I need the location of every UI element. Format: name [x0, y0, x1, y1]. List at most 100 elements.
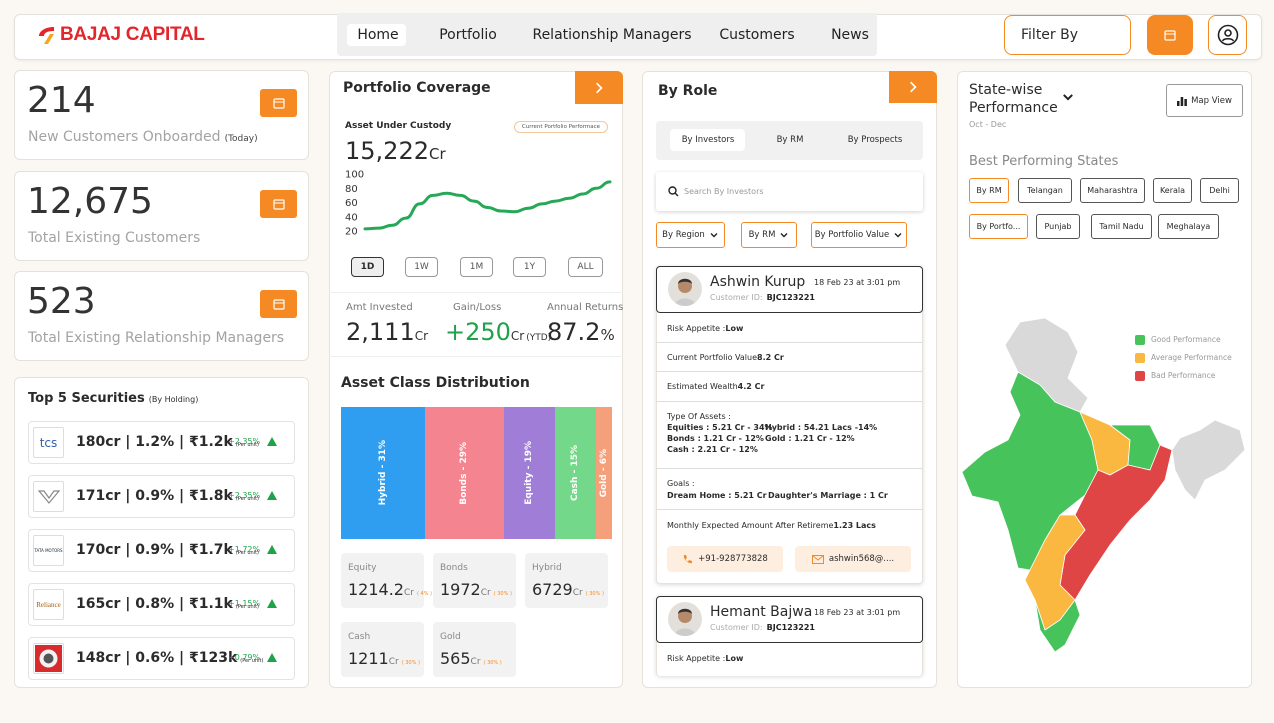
legend-label: Bad Performance — [1151, 371, 1216, 380]
icon-shape — [678, 609, 692, 623]
customer-detail-row — [656, 402, 923, 469]
nav-item[interactable]: Relationship Managers — [532, 27, 692, 43]
calendar-button[interactable] — [260, 190, 297, 218]
nav-item[interactable]: Customers — [719, 27, 795, 43]
customer-id: BJC123221 — [766, 293, 815, 302]
security-change: +2.35% — [228, 491, 261, 500]
asset-tile-unit: Cr — [572, 588, 583, 598]
icon-shape — [267, 652, 277, 662]
triangle — [267, 652, 277, 662]
nav-item[interactable]: News — [831, 27, 869, 43]
asset-tile-share: ( 30% ) — [493, 591, 512, 597]
stat-note: (Today) — [224, 134, 258, 144]
state-chip[interactable]: By Portfo... — [969, 214, 1028, 239]
avatar — [668, 272, 702, 306]
range-button[interactable]: 1W — [405, 257, 438, 277]
icon-shape — [272, 98, 285, 109]
legend-label: Good Performance — [1151, 335, 1221, 344]
state-chip[interactable]: Kerala — [1153, 178, 1192, 203]
chevron-down-icon — [710, 233, 718, 238]
filter-dropdown[interactable]: By Portfolio Value — [811, 222, 907, 248]
filter-dropdown[interactable]: By Region — [656, 222, 725, 248]
filter-dropdown[interactable]: By RM — [741, 222, 797, 248]
tab[interactable]: By Prospects — [847, 135, 903, 145]
tab[interactable]: By Investors — [681, 135, 735, 145]
state-chip[interactable]: Punjab — [1036, 214, 1080, 239]
asset-item: Cash : 2.21 Cr - 12% — [667, 445, 758, 454]
asset-tile-unit: Cr — [403, 588, 414, 598]
state-chip[interactable]: Delhi — [1200, 178, 1239, 203]
asset-item: Bonds : 1.21 Cr - 12% — [667, 434, 764, 443]
icon-shape — [1221, 37, 1234, 42]
icon-shape — [272, 299, 285, 310]
customer-detail-row — [656, 343, 923, 372]
asset-tile-unit: Cr — [470, 657, 481, 667]
asset-tile-unit: Cr — [480, 588, 491, 598]
tab[interactable]: By RM — [776, 135, 804, 145]
metric-unit: Cr — [510, 329, 525, 343]
arrow-button[interactable] — [575, 71, 623, 104]
state-chip[interactable]: Maharashtra — [1080, 178, 1145, 203]
nav-item[interactable]: Portfolio — [439, 27, 497, 43]
search-placeholder: Search By Investors — [684, 187, 764, 196]
logo-mark — [39, 27, 54, 44]
arrow-button[interactable] — [889, 71, 937, 103]
card — [656, 266, 923, 584]
range-button[interactable]: ALL — [568, 257, 603, 277]
calendar-button[interactable] — [260, 89, 297, 117]
map-view-button[interactable]: Map View — [1166, 84, 1243, 117]
calendar-button[interactable] — [1147, 15, 1193, 55]
icon-shape — [811, 554, 824, 564]
metric-value: +250Cr (YTD) — [445, 318, 552, 346]
icon-shape — [44, 34, 54, 44]
filter-button[interactable]: Filter By — [1004, 15, 1131, 55]
up-arrow — [266, 598, 278, 608]
goals-label: Goals : — [667, 479, 695, 488]
customer-id-label: Customer ID: BJC123221 — [710, 623, 815, 632]
range-button[interactable]: 1M — [460, 257, 493, 277]
state-chip[interactable]: Tamil Nadu — [1091, 214, 1152, 239]
contact-text: ashwin568@.... — [828, 554, 895, 564]
security-logo: Reliance — [33, 589, 64, 620]
stat-value: 12,675 — [27, 181, 153, 222]
customer-detail-row — [656, 314, 923, 343]
asset-segment: Gold - 6% — [595, 407, 612, 539]
phone-icon — [684, 554, 693, 563]
security-unit: (Per unit) — [235, 496, 259, 502]
portfolio-value-value: 8.2 Cr — [757, 353, 784, 362]
icon-shape — [267, 598, 277, 608]
asset-segment: Bonds - 29% — [425, 407, 504, 539]
state-chip[interactable]: Meghalaya — [1158, 214, 1219, 239]
security-logo-mark — [35, 645, 62, 672]
state-chip[interactable]: Telangan — [1018, 178, 1072, 203]
security-change: +1.15% — [228, 599, 261, 608]
triangle — [267, 436, 277, 446]
asset-tile-name: Bonds — [440, 563, 468, 573]
icon-shape — [678, 278, 692, 284]
search-box[interactable]: Search By Investors — [656, 172, 923, 211]
nav-item[interactable]: Home — [357, 27, 399, 43]
calendar-icon — [272, 98, 285, 109]
asset-item: Gold : 1.21 Cr - 12% — [765, 434, 855, 443]
icon-shape — [678, 608, 692, 614]
range-button[interactable]: 1D — [351, 257, 384, 277]
state-chip[interactable]: By RM — [969, 178, 1009, 203]
contact-button[interactable]: +91-928773828 — [667, 546, 783, 572]
role-title: By Role — [658, 83, 718, 99]
risk: Risk Appetite :Low — [667, 654, 744, 663]
asset-segment: Cash - 15% — [555, 407, 596, 539]
profile-button[interactable] — [1208, 15, 1247, 55]
contact-button[interactable]: ashwin568@.... — [795, 546, 911, 572]
security-value: 165cr | 0.8% | ₹1.1k (Per unit) — [76, 596, 259, 612]
period-dropdown[interactable] — [1060, 89, 1076, 105]
calendar-icon — [1164, 30, 1176, 41]
customer-id-label: Customer ID: BJC123221 — [710, 293, 815, 302]
range-button[interactable]: 1Y — [513, 257, 546, 277]
customer-header — [656, 266, 923, 313]
icon-shape — [1177, 100, 1180, 106]
calendar-button[interactable] — [260, 290, 297, 318]
asset-tile-value: 1211Cr( 30% ) — [348, 649, 420, 668]
up-arrow — [266, 490, 278, 500]
monthly-value: 1.23 Lacs — [833, 521, 876, 530]
chart-legend: Current Portfolio Performace — [514, 121, 608, 133]
